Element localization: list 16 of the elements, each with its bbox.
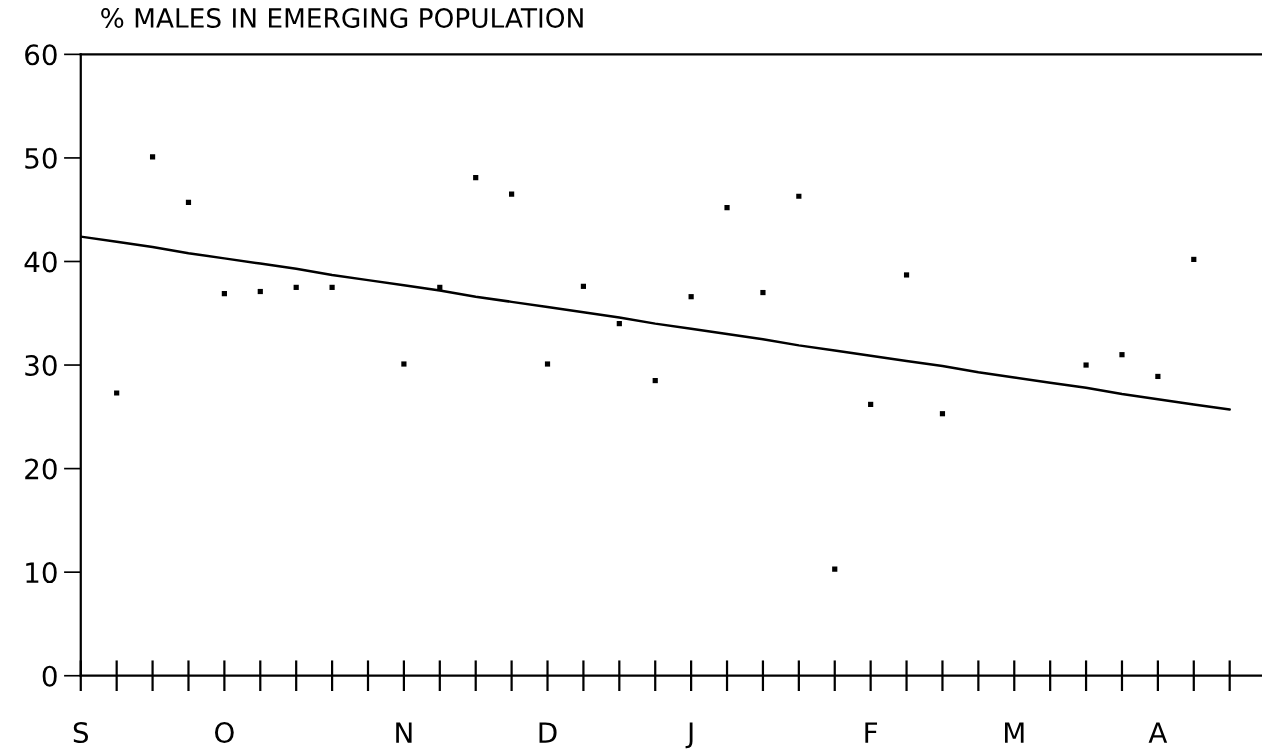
y-tick-label: 10 bbox=[26, 562, 57, 584]
y-tick-label: 20 bbox=[25, 458, 57, 480]
y-tick-label: 30 bbox=[25, 354, 57, 376]
y-tick-label: 40 bbox=[24, 251, 57, 273]
x-tick-label: D bbox=[539, 722, 557, 743]
x-tick-label: A bbox=[1148, 722, 1168, 743]
x-tick-label: O bbox=[215, 722, 234, 744]
x-tick-label: S bbox=[73, 722, 89, 744]
x-tick-label: J bbox=[685, 722, 693, 749]
y-tick-label: 0 bbox=[42, 665, 57, 687]
x-tick-label: F bbox=[865, 722, 878, 743]
chart-title: % MALES IN EMERGING POPULATION bbox=[101, 8, 583, 28]
y-tick-label: 50 bbox=[25, 147, 57, 169]
x-tick-label: M bbox=[1005, 722, 1024, 743]
x-tick-label: N bbox=[396, 722, 412, 743]
y-tick-label: 60 bbox=[25, 44, 57, 66]
